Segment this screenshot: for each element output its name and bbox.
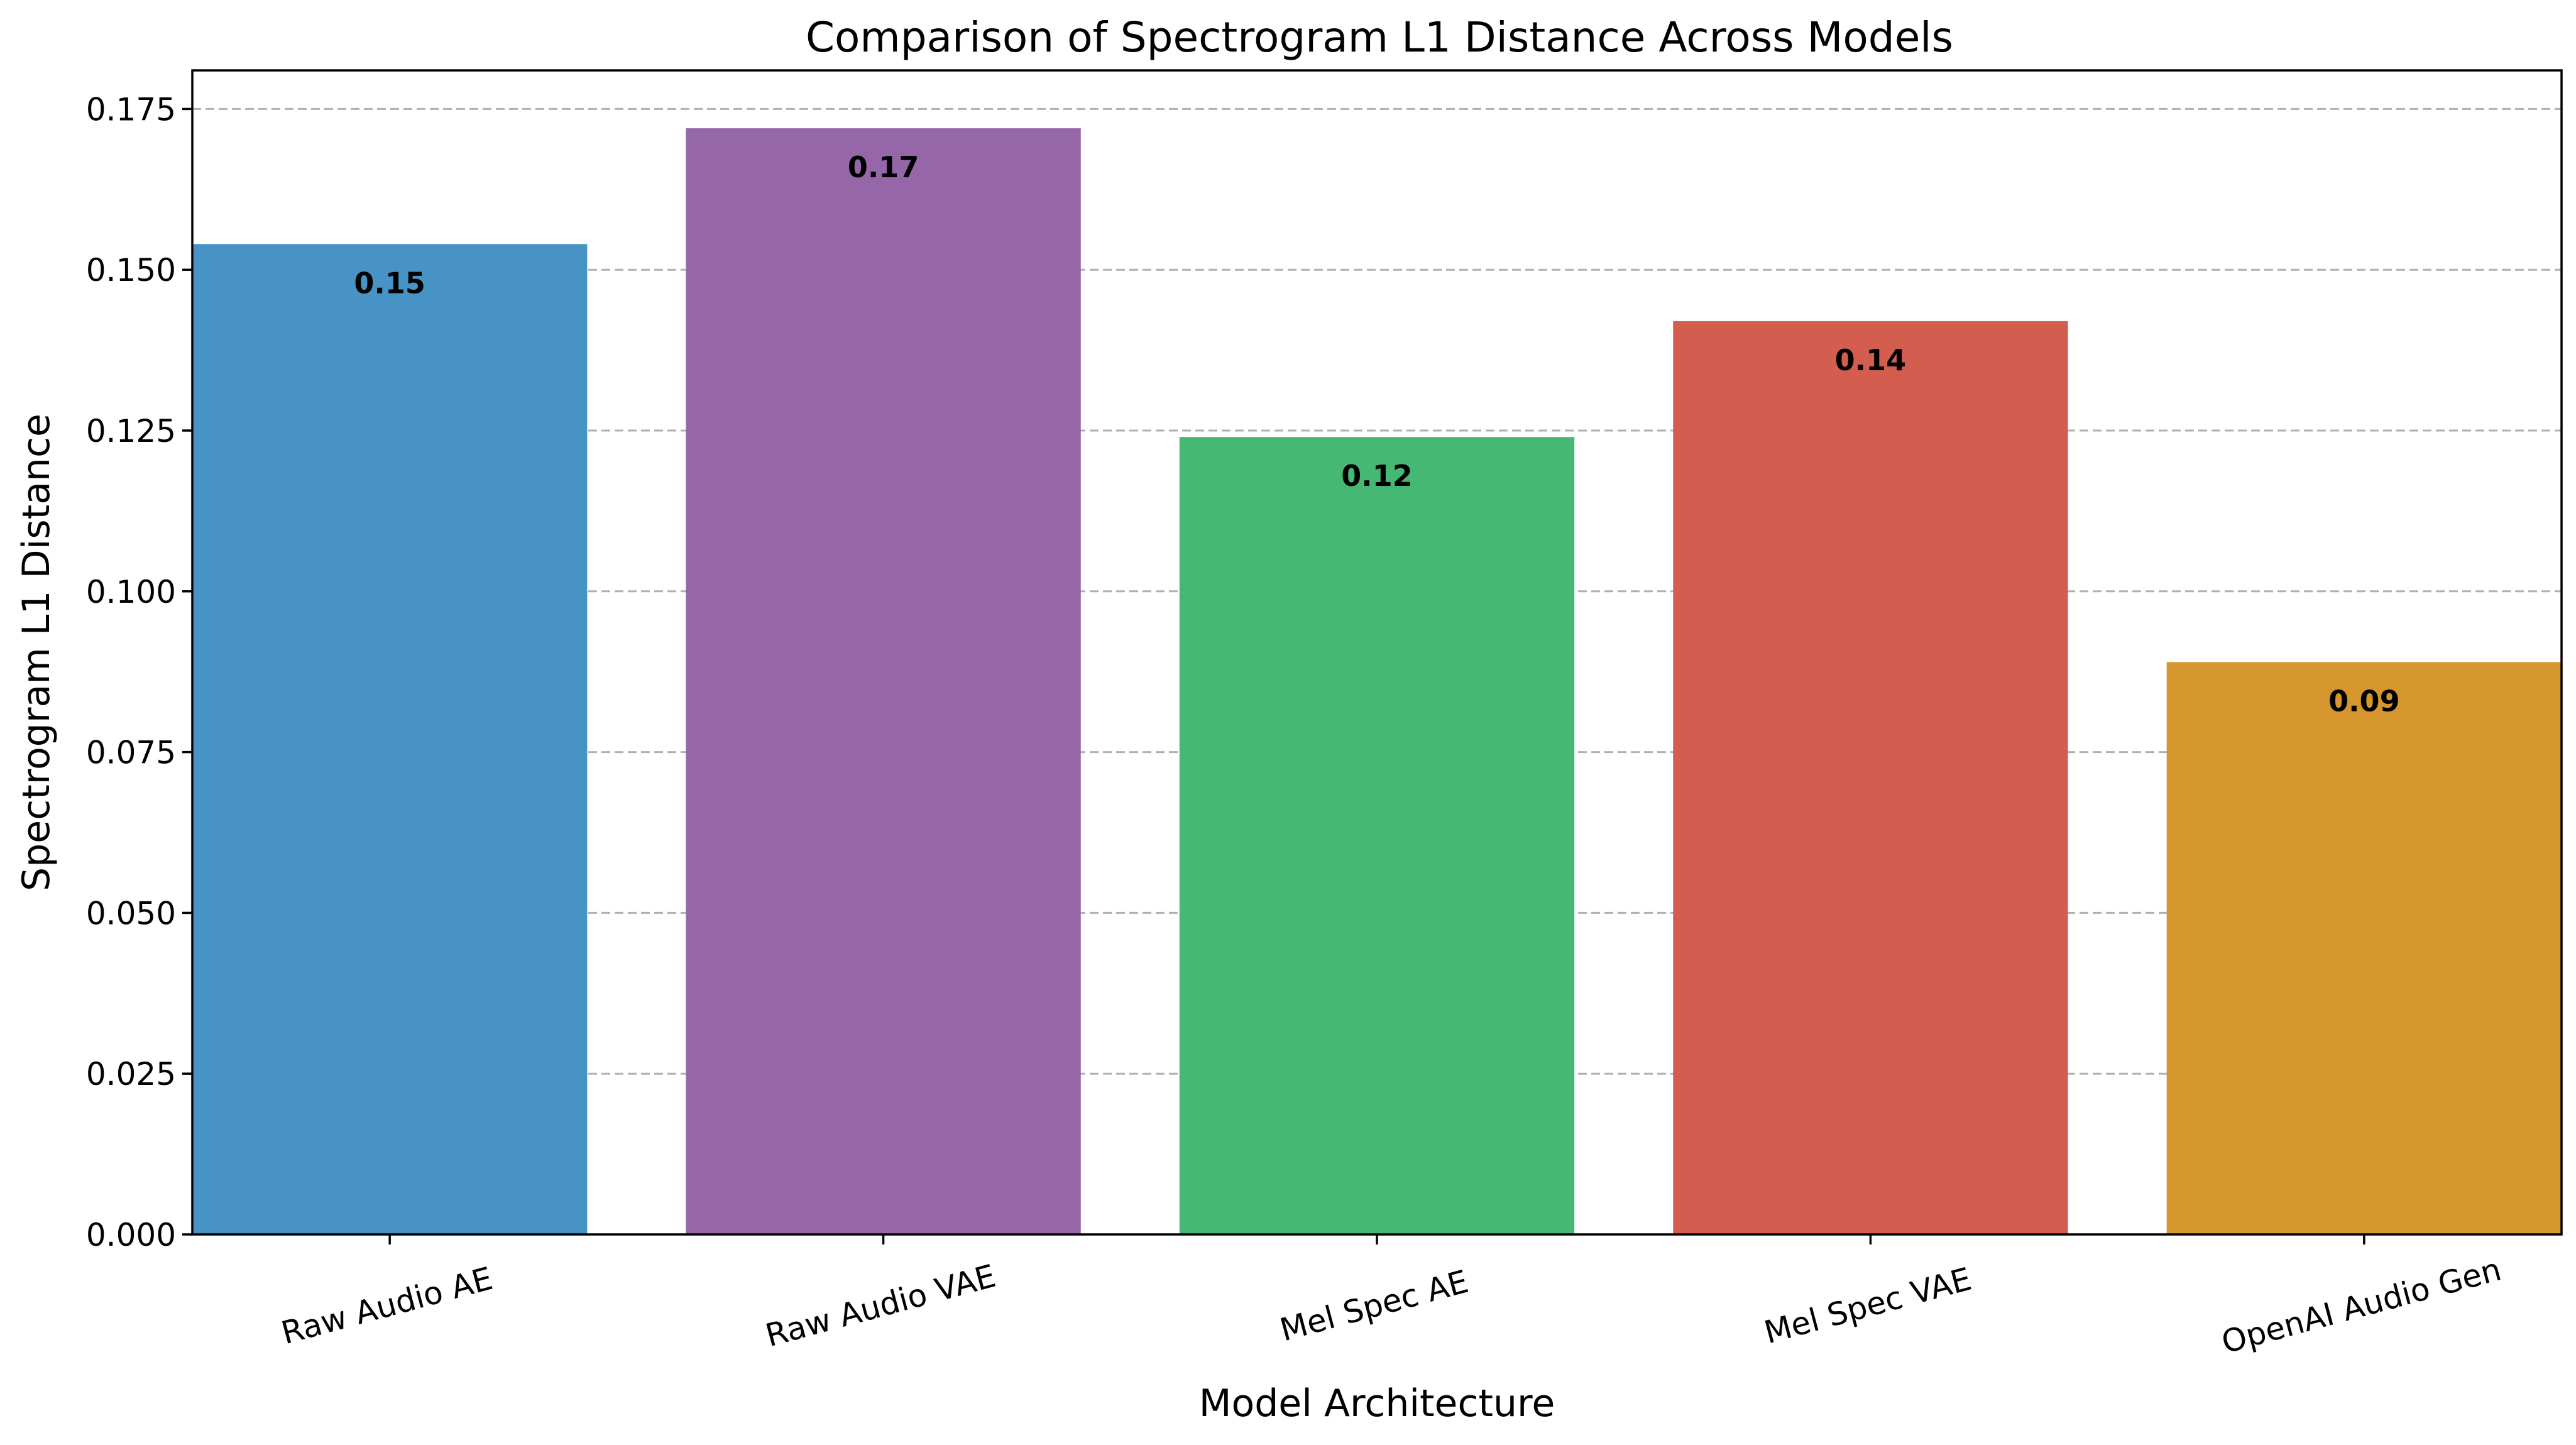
- bar: [192, 244, 588, 1235]
- y-tick-label: 0.075: [86, 735, 176, 771]
- x-tick-label: Raw Audio VAE: [762, 1258, 999, 1354]
- y-tick-label: 0.125: [86, 413, 176, 449]
- bar: [2166, 662, 2562, 1234]
- y-tick-label: 0.175: [86, 91, 176, 128]
- y-tick-label: 0.100: [86, 574, 176, 610]
- x-axis-ticks: Raw Audio AE Raw Audio VAE Mel Spec AE Mel …: [278, 1234, 2505, 1361]
- bar-value-label: 0.09: [2328, 684, 2400, 718]
- x-tick-label: OpenAI Audio Gen: [2218, 1251, 2505, 1360]
- bar-value-label: 0.14: [1835, 343, 1907, 377]
- y-tick-label: 0.150: [86, 252, 176, 288]
- x-axis-label: Model Architecture: [1199, 1382, 1555, 1426]
- y-axis-ticks: 0.000 0.025 0.050 0.075 0.100 0.125 0.150 0.175: [86, 91, 192, 1253]
- bar: [686, 128, 1081, 1235]
- y-axis-label: Spectrogram L1 Distance: [14, 414, 58, 891]
- data-labels: 0.15 0.17 0.12 0.14 0.09: [354, 150, 2399, 718]
- y-tick-label: 0.050: [86, 895, 176, 931]
- bar-value-label: 0.17: [848, 150, 919, 184]
- x-tick-label: Raw Audio AE: [278, 1260, 496, 1351]
- bar: [1673, 321, 2068, 1235]
- y-tick-label: 0.025: [86, 1056, 176, 1092]
- bar-value-label: 0.12: [1341, 459, 1413, 493]
- x-tick-label: Mel Spec VAE: [1760, 1261, 1975, 1351]
- chart-title: Comparison of Spectrogram L1 Distance Ac…: [806, 13, 1953, 62]
- bar: [1179, 437, 1575, 1234]
- bars: [192, 128, 2562, 1235]
- y-tick-label: 0.000: [86, 1217, 176, 1253]
- bar-value-label: 0.15: [354, 266, 425, 300]
- x-tick-label: Mel Spec AE: [1276, 1263, 1472, 1349]
